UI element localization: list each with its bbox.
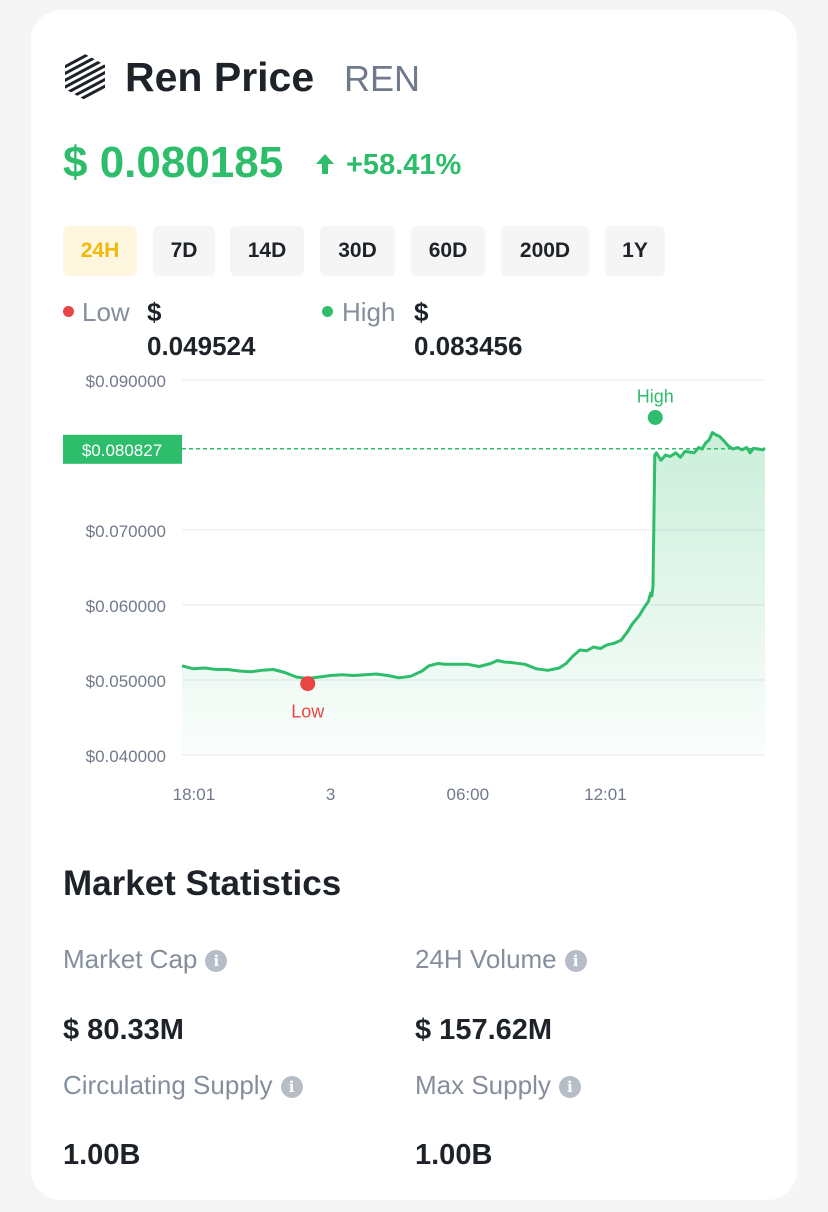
tab-30d[interactable]: 30D [320, 226, 395, 276]
volume-24h-label: 24H Volume i [415, 942, 587, 976]
info-icon[interactable]: i [205, 950, 228, 973]
high-value: $ 0.083456 [414, 297, 523, 361]
page-title: Ren Price [125, 54, 315, 100]
max-supply-value: 1.00B [415, 1139, 493, 1171]
info-icon[interactable]: i [558, 1076, 581, 1099]
tab-1y[interactable]: 1Y [605, 226, 665, 276]
volume-24h-value: $ 157.62M [415, 1014, 553, 1046]
coin-symbol: REN [344, 58, 421, 99]
max-supply-label: Max Supply i [415, 1068, 581, 1102]
arrow-up-icon [316, 154, 334, 174]
tab-14d[interactable]: 14D [230, 226, 304, 276]
market-cap-label: Market Cap i [63, 942, 228, 976]
low-dot-icon [63, 306, 74, 317]
info-icon[interactable]: i [564, 950, 587, 973]
tab-7d[interactable]: 7D [153, 226, 215, 276]
current-price: $ 0.080185 [63, 138, 284, 187]
price-card: Ren Price REN $ 0.080185 +58.41% 24H 7D … [31, 10, 797, 1200]
price-change-percent: +58.41% [346, 149, 462, 181]
circulating-supply-value: 1.00B [63, 1139, 141, 1171]
ren-logo-icon [65, 54, 105, 100]
high-label: High [342, 297, 396, 327]
market-cap-value: $ 80.33M [63, 1014, 184, 1046]
circulating-supply-label: Circulating Supply i [63, 1068, 303, 1102]
market-statistics-title: Market Statistics [63, 864, 342, 903]
low-label: Low [82, 297, 130, 327]
tab-60d[interactable]: 60D [411, 226, 485, 276]
info-icon[interactable]: i [280, 1076, 303, 1099]
tab-24h[interactable]: 24H [63, 226, 137, 276]
high-dot-icon [322, 306, 333, 317]
low-value: $ 0.049524 [147, 297, 256, 361]
tab-200d[interactable]: 200D [501, 226, 589, 276]
